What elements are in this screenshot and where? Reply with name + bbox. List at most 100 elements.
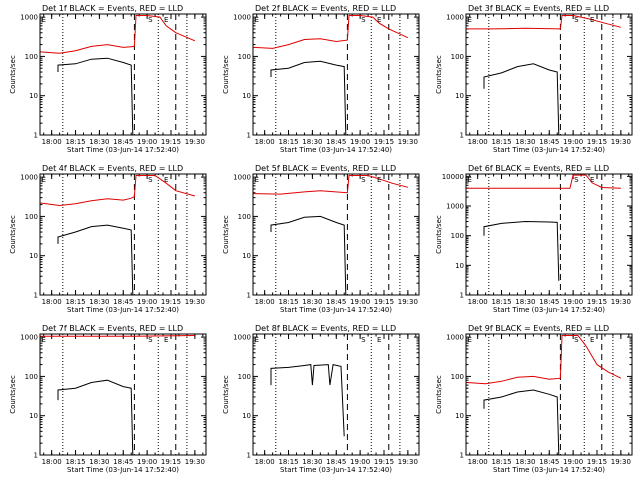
x-tick-label: 18:15: [491, 298, 511, 306]
y-tick-label: 1: [247, 132, 251, 140]
y-tick-label: 1: [460, 452, 464, 460]
y-tick-label: 100: [25, 53, 38, 61]
x-tick-label: 18:30: [302, 458, 322, 466]
x-tick-label: 19:30: [398, 298, 418, 306]
lld-series-line: [466, 335, 622, 385]
x-tick-label: 18:15: [65, 298, 85, 306]
x-tick-label: 19:30: [611, 138, 631, 146]
x-tick-label: 18:30: [515, 138, 535, 146]
y-tick-label: 1000: [233, 174, 251, 182]
y-tick-label: 1: [460, 292, 464, 300]
y-tick-label: 10: [455, 92, 464, 100]
x-tick-label: 18:45: [539, 458, 559, 466]
event-marker-label: E: [590, 176, 594, 184]
plot-frame: [252, 333, 420, 456]
event-marker-label: E: [42, 16, 46, 24]
y-tick-label: 1: [34, 452, 38, 460]
y-tick-label: 1: [460, 132, 464, 140]
x-tick-label: 19:15: [161, 458, 181, 466]
y-tick-label: 100: [238, 53, 251, 61]
x-tick-label: 19:15: [587, 138, 607, 146]
event-marker-label: S: [361, 16, 366, 24]
panel-title: Det 3f BLACK = Events, RED = LLD: [468, 4, 609, 13]
y-tick-label: 1000: [233, 14, 251, 22]
panel-det-1: Det 1f BLACK = Events, RED = LLD 1 10 100 10…: [9, 4, 207, 154]
event-marker-label: E: [42, 176, 46, 184]
event-marker-label: S: [574, 336, 579, 344]
panel-title: Det 4f BLACK = Events, RED = LLD: [42, 164, 183, 173]
events-series-line: [483, 389, 560, 456]
x-tick-label: 19:15: [161, 138, 181, 146]
x-tick-label: 19:00: [350, 138, 370, 146]
events-series-line: [270, 60, 347, 136]
event-marker-label: S: [574, 176, 579, 184]
events-series-line: [57, 379, 134, 456]
x-tick-label: 18:30: [515, 458, 535, 466]
y-axis-label: Counts/sec: [9, 55, 17, 94]
event-marker-label: E: [42, 336, 46, 344]
x-tick-label: 18:30: [515, 298, 535, 306]
y-tick-label: 10: [29, 252, 38, 260]
x-tick-label: 19:15: [587, 298, 607, 306]
x-axis-label: Start Time (03-Jun-14 17:52:40): [67, 466, 179, 474]
event-marker-label: E: [164, 16, 168, 24]
x-tick-label: 18:15: [278, 458, 298, 466]
y-tick-label: 100: [451, 373, 464, 381]
panel-det-5: Det 5f BLACK = Events, RED = LLD 1 10 100 10…: [222, 164, 420, 314]
event-marker-label: S: [574, 16, 579, 24]
x-tick-label: 18:15: [65, 458, 85, 466]
events-series-line: [57, 224, 134, 296]
y-tick-label: 10: [242, 252, 251, 260]
x-tick-label: 19:00: [137, 138, 157, 146]
x-tick-label: 19:30: [398, 138, 418, 146]
y-axis-label: Counts/sec: [9, 375, 17, 414]
y-axis-label: Counts/sec: [222, 55, 230, 94]
x-tick-label: 19:00: [563, 138, 583, 146]
plot-frame: [465, 13, 633, 136]
events-series-line: [270, 215, 347, 296]
x-tick-label: 19:30: [185, 138, 205, 146]
x-axis-label: Start Time (03-Jun-14 17:52:40): [67, 306, 179, 314]
y-tick-label: 1000: [446, 203, 464, 211]
x-tick-label: 19:30: [185, 458, 205, 466]
lld-series-line: [40, 175, 196, 207]
y-tick-label: 1000: [20, 174, 38, 182]
y-tick-label: 10: [29, 412, 38, 420]
plot-frame: [252, 13, 420, 136]
y-tick-label: 1: [247, 292, 251, 300]
x-tick-label: 19:15: [374, 138, 394, 146]
event-marker-label: E: [377, 176, 381, 184]
y-tick-label: 100: [451, 232, 464, 240]
panel-det-9: Det 9f BLACK = Events, RED = LLD 1 10 100 10…: [435, 324, 633, 474]
event-marker-label: S: [361, 336, 366, 344]
plot-frame: [465, 173, 633, 296]
panel-title: Det 8f BLACK = Events, RED = LLD: [255, 324, 396, 333]
x-tick-label: 18:45: [326, 458, 346, 466]
y-axis-label: Counts/sec: [435, 215, 443, 254]
events-series-line: [270, 363, 345, 437]
y-axis-label: Counts/sec: [435, 375, 443, 414]
panel-det-2: Det 2f BLACK = Events, RED = LLD 1 10 100 10…: [222, 4, 420, 154]
x-tick-label: 18:30: [302, 298, 322, 306]
events-series-line: [483, 63, 560, 136]
x-tick-label: 18:00: [468, 458, 488, 466]
x-tick-label: 18:00: [255, 458, 275, 466]
y-tick-label: 1000: [446, 14, 464, 22]
plot-frame: [39, 333, 207, 456]
x-tick-label: 18:00: [42, 298, 62, 306]
y-tick-label: 10000: [442, 173, 464, 181]
event-marker-label: E: [468, 16, 472, 24]
panel-title: Det 6f BLACK = Events, RED = LLD: [468, 164, 609, 173]
x-tick-label: 19:30: [611, 298, 631, 306]
lld-series-line: [253, 175, 409, 195]
panel-title: Det 2f BLACK = Events, RED = LLD: [255, 4, 396, 13]
x-tick-label: 18:15: [491, 138, 511, 146]
x-tick-label: 18:00: [42, 458, 62, 466]
panel-det-3: Det 3f BLACK = Events, RED = LLD 1 10 100 10…: [435, 4, 633, 154]
x-axis-label: Start Time (03-Jun-14 17:52:40): [493, 306, 605, 314]
y-axis-label: Counts/sec: [435, 55, 443, 94]
event-marker-label: E: [377, 16, 381, 24]
panel-det-4: Det 4f BLACK = Events, RED = LLD 1 10 100 10…: [9, 164, 207, 314]
x-tick-label: 19:30: [611, 458, 631, 466]
